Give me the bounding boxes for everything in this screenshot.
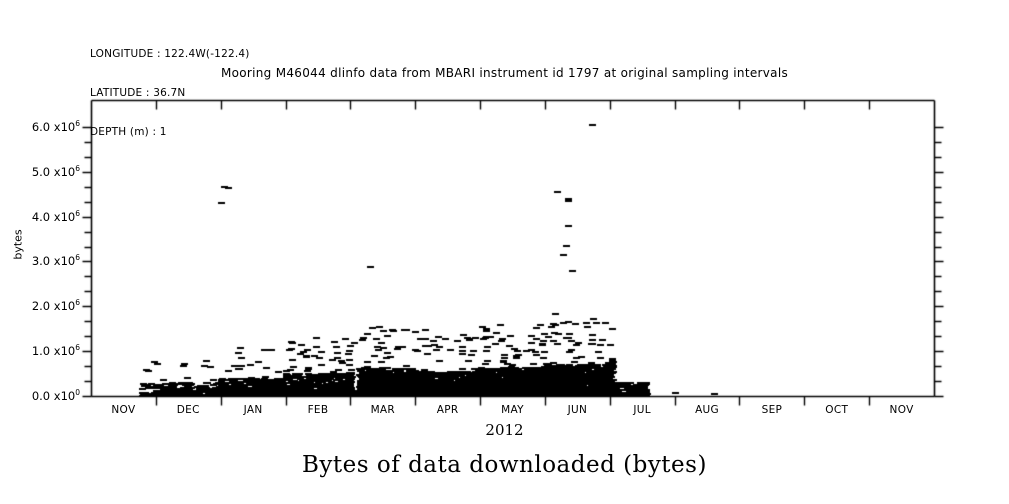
x-axis-tick-label: NOV [889, 404, 914, 416]
x-axis-tick-label: MAY [501, 404, 524, 416]
x-axis-tick-label: MAR [370, 404, 396, 416]
x-axis-tick-label: JAN [243, 404, 263, 416]
y-axis-tick-label: 6.0 x106 [31, 118, 80, 134]
figure-caption: Bytes of data downloaded (bytes) [302, 452, 707, 478]
y-axis-tick-label: 2.0 x106 [31, 298, 80, 314]
x-axis-tick-label: SEP [761, 404, 783, 416]
y-axis-tick-label: 0.0 x100 [31, 388, 80, 403]
x-axis-label: 2012 [485, 421, 524, 439]
x-axis-tick-label: DEC [176, 404, 200, 416]
x-axis-tick-label: APR [436, 404, 459, 416]
x-axis-tick-label: JUL [633, 404, 651, 416]
y-axis-tick-label: 5.0 x106 [31, 163, 80, 179]
y-axis-tick-label: 3.0 x106 [31, 253, 80, 269]
x-axis-tick-label: NOV [111, 404, 136, 416]
x-axis-tick-label: FEB [307, 404, 329, 416]
x-axis-tick-label: AUG [695, 404, 719, 416]
y-axis-tick-label: 1.0 x106 [31, 343, 80, 358]
x-axis-tick-label: JUN [567, 404, 588, 416]
x-axis-tick-label: OCT [825, 404, 849, 416]
y-axis-tick-label: 4.0 x106 [31, 208, 80, 224]
